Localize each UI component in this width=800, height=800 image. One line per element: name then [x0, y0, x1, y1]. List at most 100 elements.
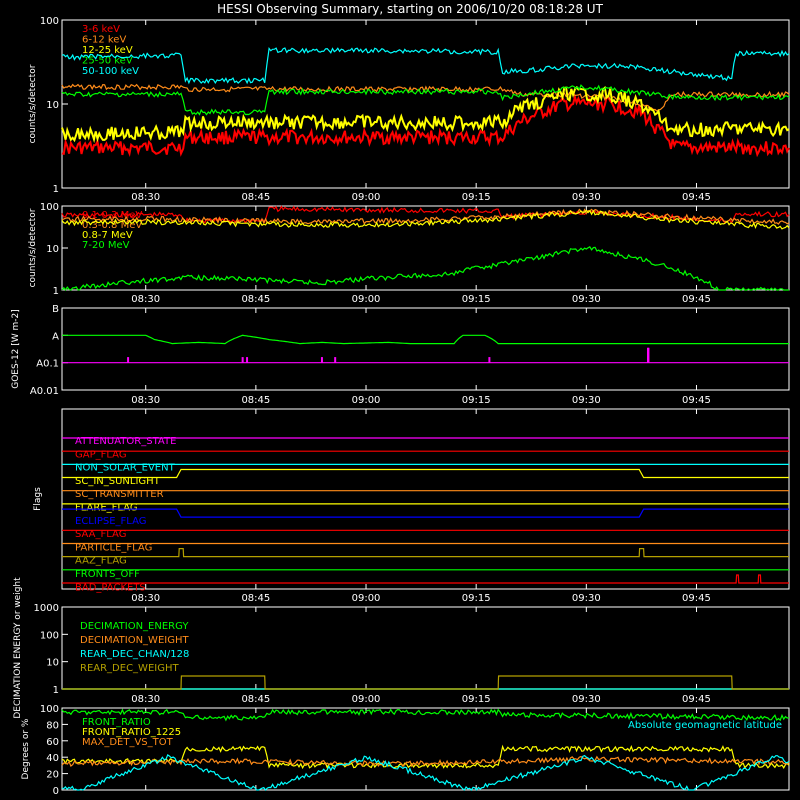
- dec-x-tick-label: 08:30: [131, 694, 160, 705]
- goes-y-tick-label: A0.01: [30, 386, 59, 397]
- dec-y-tick-label: 10: [46, 658, 59, 669]
- flags-legend-entry: GAP_FLAG: [75, 449, 127, 460]
- ratio-y-tick-label: 60: [46, 737, 59, 748]
- ratio-legend-entry: Absolute geomagnetic latitude: [628, 720, 782, 731]
- flags-series-line: [62, 508, 789, 518]
- lo-y-axis-label: counts/s/detector: [28, 64, 38, 143]
- dec-x-tick-label: 09:15: [462, 694, 491, 705]
- panel-flags-frame: [61, 408, 790, 590]
- lo-x-tick-label: 08:45: [241, 192, 270, 203]
- flags-x-tick-label: 08:30: [131, 593, 160, 604]
- flags-series-line: [62, 574, 789, 584]
- dec-y-axis-label: DECIMATION ENERGY or weight: [13, 577, 23, 719]
- flags-x-tick-label: 09:15: [462, 593, 491, 604]
- hi-y-tick-label: 10: [46, 244, 59, 255]
- panel-high-energy: 08:30 08:45 09:00 09:15 09:30 09:45 1 10 100coun…: [28, 202, 790, 305]
- lo-legend-entry: 25-50 keV: [82, 56, 133, 67]
- ratio-legend-entry: MAX_DET_VS_TOT: [82, 737, 174, 748]
- ratio-y-tick-label: 80: [46, 720, 59, 731]
- hi-y-tick-label: 1: [53, 286, 59, 297]
- panel-ratio-content: 0 20 40 60 80 100 Degrees or % FRONT_RATIOFRONT…: [21, 704, 790, 797]
- hi-x-tick-label: 09:45: [682, 294, 711, 305]
- goes-x-tick-label: 09:15: [462, 395, 491, 406]
- flags-x-tick-label: 09:45: [682, 593, 711, 604]
- hi-series-line: [61, 245, 789, 292]
- ratio-legend-entry: FRONT_RATIO_1225: [82, 727, 181, 738]
- flags-y-axis-label: Flags: [33, 487, 43, 511]
- lo-series-line: [61, 93, 790, 158]
- dec-x-tick-label: 08:45: [241, 694, 270, 705]
- goes-y-tick-label: A: [52, 331, 59, 342]
- goes-y-axis-label: GOES-12 [W m-2]: [11, 309, 21, 389]
- dec-legend-entry: REAR_DEC_CHAN/128: [80, 649, 189, 660]
- hi-legend-entry: 0.8-7 MeV: [82, 230, 133, 241]
- lo-series-line: [61, 47, 790, 85]
- flags-series-line: [62, 548, 789, 558]
- hi-legend-entry: 7-20 MeV: [82, 240, 130, 251]
- panel-goes-frame: [61, 307, 790, 391]
- flags-x-tick-label: 09:30: [572, 593, 601, 604]
- dec-series-line: [62, 675, 789, 690]
- goes-x-tick-label: 08:45: [241, 395, 270, 406]
- goes-x-tick-label: 08:30: [131, 395, 160, 406]
- hi-series-line: [61, 209, 790, 230]
- ratio-y-tick-label: 20: [46, 770, 59, 781]
- flags-legend-entry: AAZ_FLAG: [75, 556, 127, 567]
- hi-x-tick-label: 08:45: [241, 294, 270, 305]
- lo-x-tick-label: 09:45: [682, 192, 711, 203]
- ratio-y-tick-label: 40: [46, 753, 59, 764]
- panel-flags-content: 08:30 08:45 09:00 09:15 09:30 09:45 Flags ATTEN…: [33, 409, 789, 604]
- hi-legend-entry: 0.3-0.8 MeV: [82, 220, 142, 231]
- lo-x-tick-label: 09:30: [572, 192, 601, 203]
- ratio-series-line: [61, 753, 790, 791]
- lo-x-tick-label: 08:30: [131, 192, 160, 203]
- lo-series-line: [61, 84, 790, 116]
- hi-y-axis-label: counts/s/detector: [28, 208, 38, 287]
- ratio-y-axis-label: Degrees or %: [21, 718, 31, 779]
- lo-legend-entry: 6-12 keV: [82, 35, 126, 46]
- flags-legend-entry: SAA_FLAG: [75, 529, 126, 540]
- ratio-y-tick-label: 100: [40, 704, 59, 715]
- ratio-legend-entry: FRONT_RATIO: [82, 717, 151, 728]
- hi-series-line: [61, 208, 790, 225]
- dec-legend-entry: DECIMATION_WEIGHT: [80, 635, 189, 646]
- flags-legend-entry: NON_SOLAR_EVENT: [75, 463, 176, 474]
- lo-legend-entry: 12-25 keV: [82, 45, 133, 56]
- goes-y-tick-label: A0.1: [36, 359, 59, 370]
- ratio-series-line: [61, 708, 790, 722]
- lo-y-tick-label: 10: [46, 100, 59, 111]
- hi-y-tick-label: 100: [40, 202, 59, 213]
- lo-legend-entry: 50-100 keV: [82, 66, 139, 77]
- flags-legend-entry: FLARE_FLAG: [75, 503, 138, 514]
- panel-ratio-frame: [61, 707, 790, 791]
- lo-y-tick-label: 1: [53, 184, 59, 195]
- goes-series-line: [62, 334, 789, 345]
- panel-goes-content: 08:30 08:45 09:00 09:15 09:30 09:45 A0.01 A0.1 A…: [11, 304, 789, 406]
- hi-x-tick-label: 09:00: [352, 294, 381, 305]
- panel-ratio: 0 20 40 60 80 100 Degrees or % FRONT_RATIOFRONT…: [21, 704, 790, 797]
- panel-flags: 08:30 08:45 09:00 09:15 09:30 09:45 Flags ATTEN…: [33, 408, 790, 604]
- dec-legend-entry: REAR_DEC_WEIGHT: [80, 663, 179, 674]
- dec-y-tick-label: 100: [40, 630, 59, 641]
- flags-series-line: [62, 468, 789, 479]
- lo-y-tick-label: 100: [40, 16, 59, 27]
- hi-legend-entry: 0.1-0.3 MeV: [82, 210, 142, 221]
- flags-x-tick-label: 08:45: [241, 593, 270, 604]
- lo-x-tick-label: 09:15: [462, 192, 491, 203]
- ratio-y-tick-label: 0: [53, 786, 59, 797]
- panel-goes: 08:30 08:45 09:00 09:15 09:30 09:45 A0.01 A0.1 A…: [11, 304, 790, 406]
- lo-series-line: [61, 83, 790, 112]
- goes-x-tick-label: 09:00: [352, 395, 381, 406]
- lo-series-line: [61, 85, 790, 144]
- hi-x-tick-label: 08:30: [131, 294, 160, 305]
- flags-legend-entry: PARTICLE_FLAG: [75, 542, 152, 553]
- flags-legend-entry: FRONTS_OFF: [75, 569, 140, 580]
- flags-x-tick-label: 09:00: [352, 593, 381, 604]
- flags-legend-entry: ECLIPSE_FLAG: [75, 516, 146, 527]
- panel-decimation: 08:30 08:45 09:00 09:15 09:30 09:451101001000…: [13, 577, 790, 719]
- panel-decimation-content: 08:30 08:45 09:00 09:15 09:30 09:451101001000…: [13, 577, 789, 719]
- dec-legend-entry: DECIMATION_ENERGY: [80, 621, 189, 632]
- lo-x-tick-label: 09:00: [352, 192, 381, 203]
- dec-x-tick-label: 09:00: [352, 694, 381, 705]
